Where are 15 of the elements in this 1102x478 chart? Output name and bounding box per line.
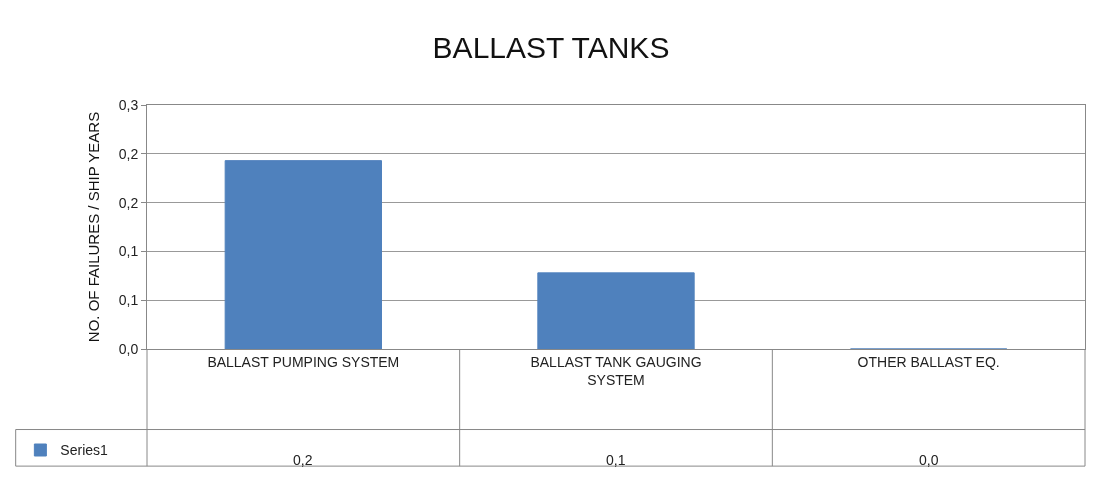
y-tick-label: 0,3 bbox=[118, 96, 139, 113]
data-label: 0,2 bbox=[293, 452, 313, 468]
y-tick-label: 0,1 bbox=[118, 243, 139, 260]
legend-label: Series1 bbox=[60, 442, 109, 459]
x-tick-label: BALLAST PUMPING SYSTEM bbox=[207, 353, 400, 370]
y-tick-label: 0,1 bbox=[118, 292, 139, 309]
data-label: 0,1 bbox=[606, 452, 626, 468]
data-label: 0,0 bbox=[919, 452, 939, 468]
x-tick-label: BALLAST TANK GAUGING SYSTEM bbox=[530, 353, 702, 388]
y-tick-label: 0,2 bbox=[118, 194, 139, 211]
y-axis-title: NO. OF FAILURES / SHIP YEARS bbox=[84, 111, 102, 343]
y-tick-label: 0,2 bbox=[118, 145, 139, 162]
x-tick-label: OTHER BALLAST EQ. bbox=[857, 353, 1000, 370]
chart-title: BALLAST TANKS bbox=[432, 31, 670, 65]
y-tick-label: 0,0 bbox=[118, 340, 139, 357]
